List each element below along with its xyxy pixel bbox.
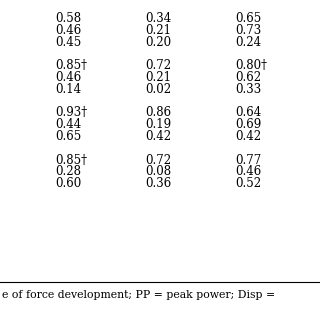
Text: 0.65: 0.65 [235,12,261,25]
Text: 0.60: 0.60 [55,177,81,190]
Text: 0.85†: 0.85† [55,59,87,72]
Text: 0.46: 0.46 [55,24,81,37]
Text: 0.42: 0.42 [145,130,171,143]
Text: 0.69: 0.69 [235,118,261,131]
Text: 0.72: 0.72 [145,59,171,72]
Text: 0.73: 0.73 [235,24,261,37]
Text: 0.20: 0.20 [145,36,171,49]
Text: 0.46: 0.46 [235,165,261,178]
Text: 0.52: 0.52 [235,177,261,190]
Text: 0.36: 0.36 [145,177,171,190]
Text: 0.21: 0.21 [145,24,171,37]
Text: 0.42: 0.42 [235,130,261,143]
Text: 0.45: 0.45 [55,36,81,49]
Text: 0.62: 0.62 [235,71,261,84]
Text: 0.28: 0.28 [55,165,81,178]
Text: 0.14: 0.14 [55,83,81,96]
Text: 0.21: 0.21 [145,71,171,84]
Text: 0.02: 0.02 [145,83,171,96]
Text: 0.58: 0.58 [55,12,81,25]
Text: 0.08: 0.08 [145,165,171,178]
Text: 0.72: 0.72 [145,154,171,167]
Text: 0.44: 0.44 [55,118,81,131]
Text: 0.64: 0.64 [235,106,261,119]
Text: 0.93†: 0.93† [55,106,87,119]
Text: 0.33: 0.33 [235,83,261,96]
Text: 0.86: 0.86 [145,106,171,119]
Text: 0.80†: 0.80† [235,59,267,72]
Text: 0.77: 0.77 [235,154,261,167]
Text: 0.46: 0.46 [55,71,81,84]
Text: e of force development; PP = peak power; Disp =: e of force development; PP = peak power;… [2,290,275,300]
Text: 0.85†: 0.85† [55,154,87,167]
Text: 0.19: 0.19 [145,118,171,131]
Text: 0.34: 0.34 [145,12,171,25]
Text: 0.65: 0.65 [55,130,81,143]
Text: 0.24: 0.24 [235,36,261,49]
